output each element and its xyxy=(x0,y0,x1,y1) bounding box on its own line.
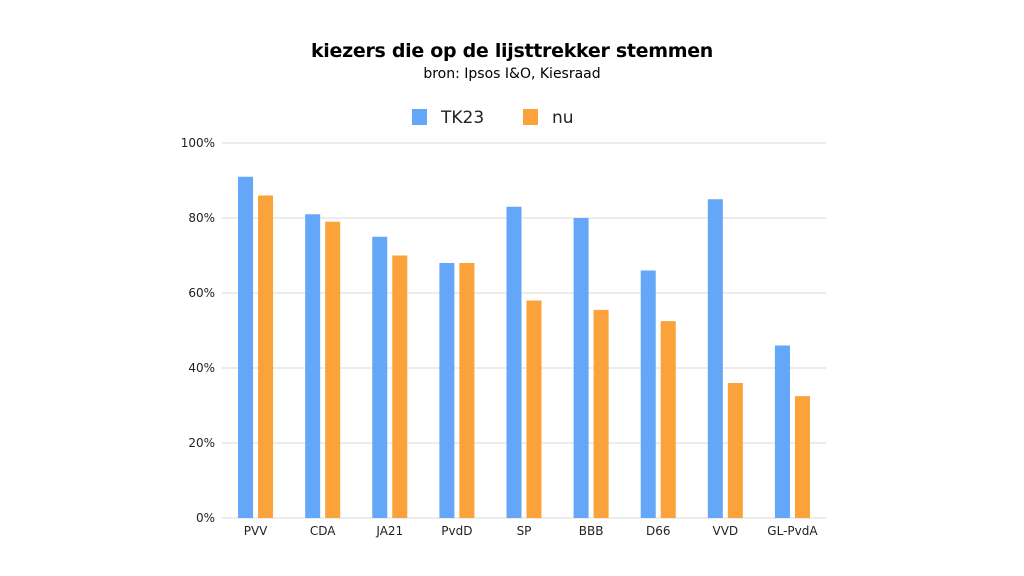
bar-nu-bbb xyxy=(593,309,609,518)
x-tick-label: PvdD xyxy=(441,524,472,538)
chart-title: kiezers die op de lijsttrekker stemmen xyxy=(310,40,714,62)
legend-swatch-nu xyxy=(523,109,538,125)
y-tick-label: 20% xyxy=(188,436,215,450)
y-tick-label: 0% xyxy=(196,511,215,525)
x-tick-label: GL-PvdA xyxy=(767,524,818,538)
bar-nu-sp xyxy=(526,300,542,518)
bar-tk23-gl-pvda xyxy=(774,345,790,518)
bar-tk23-pvv xyxy=(238,176,254,518)
bar-nu-pvdd xyxy=(459,263,475,518)
bar-nu-vvd xyxy=(727,383,743,518)
bar-tk23-d66 xyxy=(640,270,656,518)
bar-tk23-vvd xyxy=(707,199,723,518)
legend-label-nu: nu xyxy=(552,108,574,128)
bar-nu-pvv xyxy=(258,195,274,518)
bar-tk23-cda xyxy=(305,214,321,518)
bar-tk23-bbb xyxy=(573,218,589,518)
x-tick-label: JA21 xyxy=(375,524,403,538)
bar-tk23-pvdd xyxy=(439,263,455,518)
chart-subtitle: bron: Ipsos I&O, Kiesraad xyxy=(423,66,601,82)
y-tick-label: 40% xyxy=(188,361,215,375)
legend-swatch-tk23 xyxy=(412,109,427,125)
bar-tk23-sp xyxy=(506,206,522,518)
bar-nu-d66 xyxy=(660,321,676,518)
x-tick-label: PVV xyxy=(244,524,268,538)
bar-tk23-ja21 xyxy=(372,236,388,518)
bar-nu-ja21 xyxy=(392,255,408,518)
x-tick-label: CDA xyxy=(310,524,336,538)
legend-label-tk23: TK23 xyxy=(440,108,484,128)
x-tick-label: SP xyxy=(517,524,532,538)
y-tick-label: 60% xyxy=(188,286,215,300)
x-tick-label: BBB xyxy=(579,524,604,538)
bar-nu-cda xyxy=(325,221,341,518)
x-tick-label: D66 xyxy=(646,524,671,538)
y-tick-label: 80% xyxy=(188,211,215,225)
x-tick-label: VVD xyxy=(712,524,738,538)
y-tick-label: 100% xyxy=(181,136,215,150)
bar-nu-gl-pvda xyxy=(794,396,810,518)
